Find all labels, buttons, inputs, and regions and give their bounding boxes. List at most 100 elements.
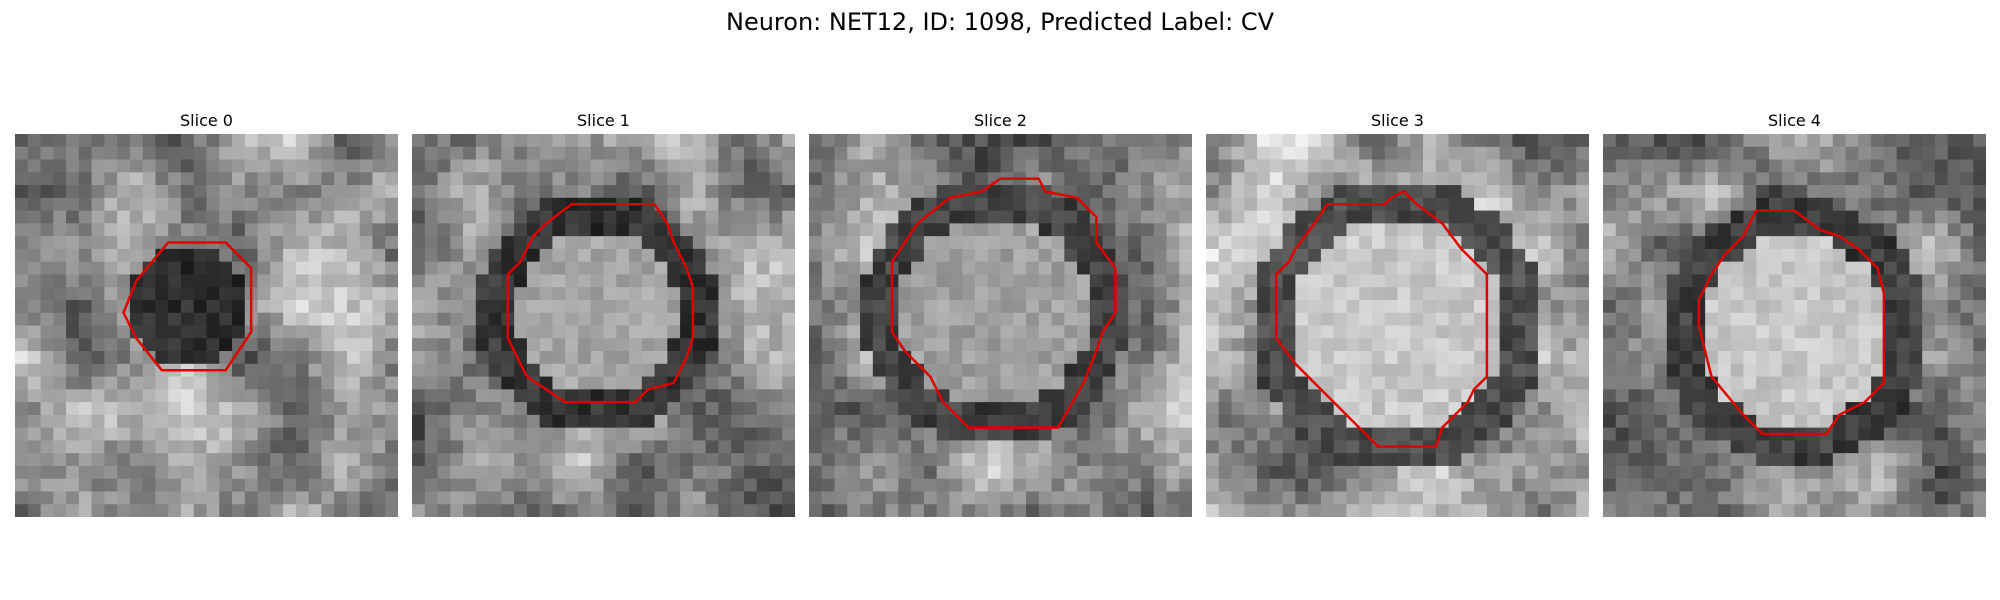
image-pixel [1603,287,1617,301]
image-pixel [1641,134,1655,148]
image-pixel [667,172,681,186]
image-pixel [1474,172,1488,186]
image-pixel [1576,478,1589,492]
image-pixel [1615,453,1629,467]
image-pixel [962,453,976,467]
image-pixel [15,223,29,237]
image-pixel [1295,351,1309,365]
image-pixel [1603,261,1617,275]
image-pixel [1320,414,1335,429]
image-pixel [1486,236,1501,250]
image-pixel [1768,440,1783,454]
image-pixel [1153,491,1167,505]
image-pixel [1628,134,1642,148]
image-pixel [809,299,823,314]
image-pixel [1397,210,1411,224]
image-pixel [1883,402,1898,416]
image-pixel [1218,453,1232,467]
image-pixel [987,363,1001,377]
image-pixel [1628,504,1642,517]
image-pixel [206,185,220,199]
image-pixel [692,185,707,199]
image-pixel [1320,312,1335,326]
image-pixel [193,338,207,352]
image-pixel [1550,197,1564,211]
image-pixel [667,402,681,416]
image-pixel [923,402,938,416]
image-pixel [78,491,92,505]
image-pixel [603,236,617,250]
image-pixel [616,236,630,250]
image-pixel [692,427,707,441]
image-pixel [987,491,1001,505]
image-pixel [27,351,41,365]
image-pixel [1448,312,1462,326]
image-pixel [872,185,886,199]
image-pixel [1871,287,1885,301]
image-pixel [923,351,938,365]
image-pixel [463,146,477,160]
image-pixel [1947,478,1961,492]
image-pixel [1346,325,1360,339]
image-pixel [1206,274,1220,288]
image-pixel [1089,197,1104,211]
image-pixel [1525,172,1539,186]
image-pixel [180,248,195,263]
image-pixel [1525,389,1539,403]
image-pixel [104,261,118,275]
image-pixel [1333,414,1347,429]
image-pixel [1384,325,1398,339]
image-pixel [104,172,118,186]
image-pixel [334,159,348,173]
image-pixel [463,453,477,467]
image-pixel [53,427,67,441]
image-pixel [898,287,912,301]
image-pixel [1563,299,1577,314]
image-pixel [270,159,284,173]
image-pixel [821,197,835,211]
image-pixel [104,248,118,263]
image-pixel [53,453,67,467]
image-pixel [872,236,886,250]
image-pixel [898,274,912,288]
image-pixel [1218,159,1232,173]
image-pixel [1026,465,1040,480]
image-pixel [1934,261,1949,275]
image-pixel [1179,274,1192,288]
image-pixel [1692,389,1706,403]
image-pixel [782,465,795,480]
image-pixel [860,248,874,263]
image-pixel [129,478,144,492]
image-pixel [180,325,195,339]
image-pixel [1730,504,1744,517]
image-pixel [1244,491,1258,505]
image-pixel [424,363,438,377]
image-pixel [232,491,246,505]
image-pixel [1051,197,1065,211]
image-pixel [1756,414,1770,429]
image-pixel [232,299,246,314]
image-pixel [1128,389,1142,403]
image-pixel [168,465,182,480]
image-pixel [66,338,80,352]
image-pixel [1960,134,1974,148]
image-pixel [117,414,131,429]
image-pixel [91,478,105,492]
image-pixel [346,134,361,148]
image-pixel [1947,236,1961,250]
image-pixel [860,376,874,390]
image-pixel [1550,223,1564,237]
image-pixel [667,185,681,199]
image-pixel [1641,299,1655,314]
image-pixel [565,261,579,275]
image-pixel [168,159,182,173]
image-pixel [117,351,131,365]
image-pixel [1384,299,1398,314]
image-pixel [129,376,144,390]
image-pixel [1218,351,1232,365]
image-pixel [1845,261,1859,275]
image-pixel [1871,325,1885,339]
image-pixel [590,402,604,416]
image-pixel [1896,248,1910,263]
image-pixel [1883,159,1898,173]
